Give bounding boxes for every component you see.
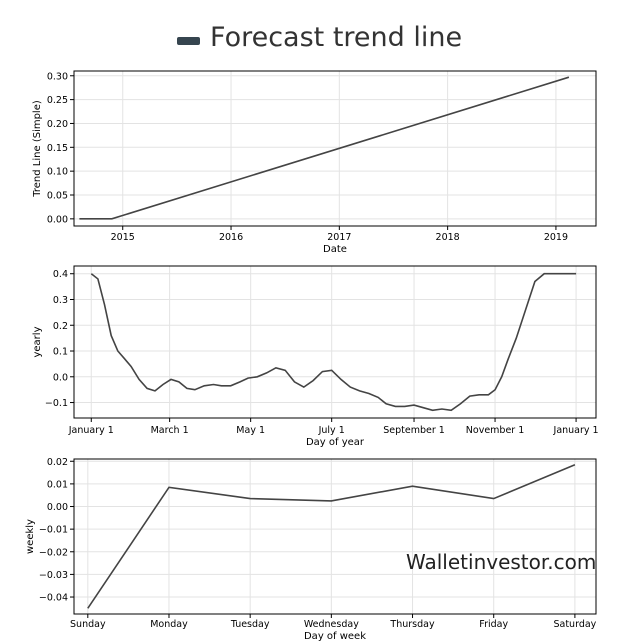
yearly-panel: January 1 March 1 May 1 July 1 September 1 No…	[32, 265, 599, 448]
legend-label: Forecast trend line	[210, 22, 463, 53]
yearly-series-line-0	[90, 272, 577, 412]
weekly-ytick-label-0: −0.04	[39, 593, 68, 604]
trend-ytick-label-3: 0.15	[47, 143, 68, 154]
trend-ytick-label-4: 0.20	[47, 119, 68, 130]
legend-line-icon	[177, 37, 200, 45]
watermark-text: Walletinvestor.com	[406, 550, 597, 574]
trend-panel: 2015 2016 2017 2018 2019 0.00 0.05 0.10 0.15 0.20…	[32, 70, 597, 255]
weekly-xtick-label-0: Sunday	[70, 619, 106, 630]
yearly-ytick-label-0: −0.1	[45, 398, 68, 409]
legend: Forecast trend line	[0, 22, 640, 62]
yearly-ytick-label-5: 0.4	[53, 269, 68, 280]
weekly-xtick-label-2: Tuesday	[230, 619, 270, 630]
yearly-xtick-label-2: May 1	[236, 425, 265, 436]
yearly-xtick-label-4: September 1	[383, 425, 445, 436]
yearly-ytick-label-4: 0.3	[53, 295, 68, 306]
trend-ytick-label-5: 0.25	[47, 95, 68, 106]
trend-xtick-label-2: 2017	[327, 232, 351, 243]
weekly-xtick-label-6: Saturday	[553, 619, 596, 630]
trend-x-axis-label: Date	[323, 244, 347, 255]
weekly-panel: Sunday Monday Tuesday Wednesday Thursday Frid…	[25, 457, 597, 642]
weekly-xtick-label-4: Thursday	[389, 619, 435, 630]
trend-xtick-label-3: 2018	[436, 232, 460, 243]
weekly-x-axis-label: Day of week	[304, 631, 366, 642]
trend-ytick-label-1: 0.05	[47, 191, 68, 202]
weekly-xtick-label-5: Friday	[479, 619, 508, 630]
trend-ytick-label-2: 0.10	[47, 167, 68, 178]
yearly-xtick-label-0: January 1	[68, 425, 114, 436]
trend-xtick-label-4: 2019	[544, 232, 568, 243]
weekly-y-axis-label: weekly	[25, 519, 36, 554]
weekly-series-line-0	[87, 463, 576, 609]
yearly-ytick-label-1: 0.0	[53, 372, 68, 383]
yearly-plot-frame	[73, 265, 597, 419]
trend-y-axis-label: Trend Line (Simple)	[32, 100, 43, 198]
weekly-ytick-label-2: −0.02	[39, 547, 68, 558]
trend-xtick-label-0: 2015	[111, 232, 135, 243]
yearly-xtick-label-6: January 1	[553, 425, 599, 436]
weekly-xtick-label-1: Monday	[150, 619, 188, 630]
yearly-x-axis-label: Day of year	[306, 437, 365, 448]
weekly-xtick-label-3: Wednesday	[304, 619, 359, 630]
trend-plot-frame	[73, 70, 597, 227]
weekly-ytick-label-5: 0.01	[47, 479, 68, 490]
trend-xtick-label-1: 2016	[219, 232, 243, 243]
yearly-ytick-label-2: 0.1	[53, 347, 68, 358]
yearly-y-axis-label: yearly	[32, 326, 43, 357]
yearly-xtick-label-1: March 1	[151, 425, 189, 436]
trend-ytick-label-6: 0.30	[47, 71, 68, 82]
trend-ytick-label-0: 0.00	[47, 214, 68, 225]
weekly-ytick-label-6: 0.02	[47, 457, 68, 468]
weekly-ytick-label-3: −0.01	[39, 525, 68, 536]
weekly-ytick-label-1: −0.03	[39, 570, 68, 581]
weekly-ytick-label-4: 0.00	[47, 502, 68, 513]
weekly-plot-frame	[73, 458, 597, 615]
yearly-xtick-label-3: July 1	[318, 425, 345, 436]
yearly-xtick-label-5: November 1	[466, 425, 524, 436]
trend-series-line-0	[79, 76, 570, 220]
yearly-ytick-label-3: 0.2	[53, 321, 68, 332]
